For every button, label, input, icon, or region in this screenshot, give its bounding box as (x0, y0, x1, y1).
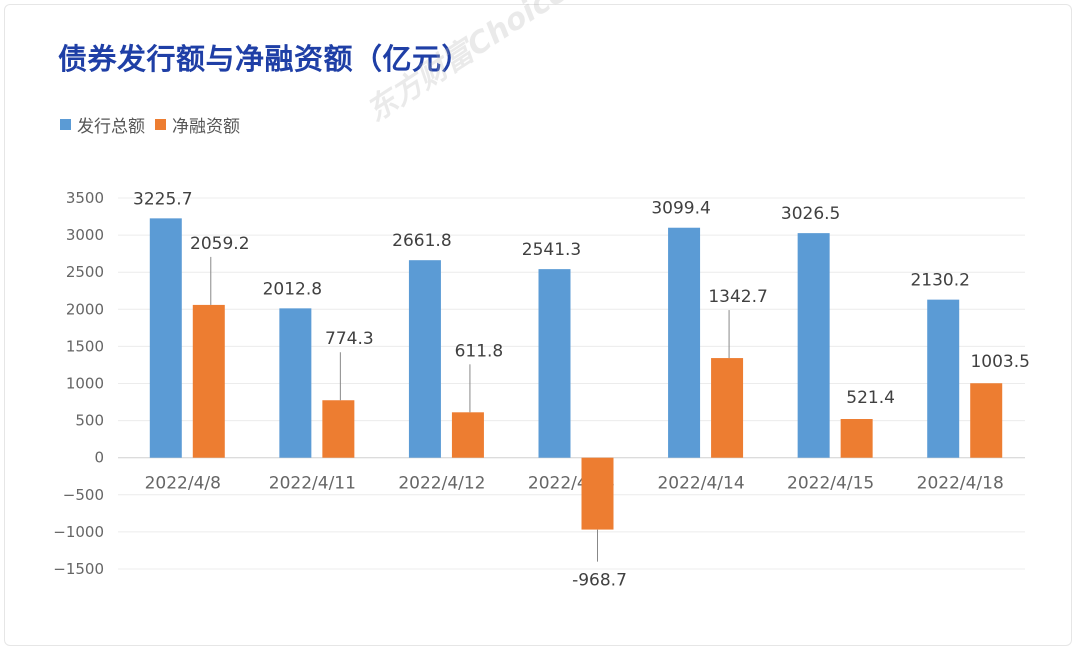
legend-item-net-financing[interactable]: 净融资额 (155, 112, 240, 137)
x-category-label: 2022/4/8 (145, 474, 221, 494)
data-label-net-financing: 1003.5 (970, 352, 1029, 372)
y-tick-label: 1000 (66, 375, 104, 393)
data-label-net-financing: 774.3 (325, 329, 374, 349)
legend-label-net-financing: 净融资额 (172, 117, 240, 137)
bar-issuance (149, 218, 182, 458)
bar-issuance (797, 233, 830, 458)
data-label-net-financing: 521.4 (846, 388, 895, 408)
x-category-label: 2022/4/18 (917, 474, 1004, 494)
legend-swatch-net-financing (155, 119, 166, 130)
chart-legend: 发行总额 净融资额 (60, 112, 240, 137)
y-tick-label: 1500 (66, 337, 104, 355)
data-label-issuance: 3026.5 (781, 204, 840, 224)
data-label-issuance: 2130.2 (910, 271, 969, 291)
bar-net-financing (581, 457, 614, 530)
bar-net-financing (192, 304, 225, 458)
data-label-issuance: 2012.8 (263, 279, 322, 299)
bar-net-financing (322, 400, 355, 458)
data-label-net-financing: -968.7 (572, 571, 627, 591)
bar-net-financing (451, 412, 484, 458)
chart-card (4, 4, 1072, 646)
bar-issuance (668, 227, 701, 458)
y-tick-label: 3000 (66, 226, 104, 244)
y-tick-label: 2000 (66, 300, 104, 318)
y-tick-label: −1500 (53, 560, 104, 578)
x-category-label: 2022/4/15 (787, 474, 874, 494)
chart-title: 债券发行额与净融资额（亿元） (58, 42, 472, 76)
x-category-label: 2022/4/14 (657, 474, 744, 494)
data-label-net-financing: 1342.7 (708, 287, 767, 307)
data-label-net-financing: 2059.2 (190, 234, 249, 254)
y-tick-label: 0 (94, 449, 104, 467)
data-label-net-financing: 611.8 (455, 341, 504, 361)
bar-issuance (927, 299, 960, 458)
legend-swatch-issuance (60, 119, 71, 130)
bar-net-financing (711, 358, 744, 458)
bar-issuance (538, 269, 571, 458)
data-label-issuance: 3099.4 (651, 199, 710, 219)
x-category-label: 2022/4/12 (398, 474, 485, 494)
legend-item-issuance[interactable]: 发行总额 (60, 112, 145, 137)
bar-issuance (279, 308, 312, 458)
bar-issuance (408, 260, 441, 458)
y-tick-label: −500 (63, 486, 104, 504)
bar-net-financing (840, 419, 873, 458)
data-label-issuance: 2661.8 (392, 231, 451, 251)
data-label-issuance: 3225.7 (133, 189, 192, 209)
y-tick-label: 2500 (66, 263, 104, 281)
y-tick-label: 500 (75, 412, 104, 430)
data-label-issuance: 2541.3 (522, 240, 581, 260)
legend-label-issuance: 发行总额 (77, 117, 145, 137)
y-tick-label: 3500 (66, 189, 104, 207)
y-tick-label: −1000 (53, 523, 104, 541)
bar-net-financing (970, 383, 1003, 458)
x-category-label: 2022/4/11 (269, 474, 356, 494)
